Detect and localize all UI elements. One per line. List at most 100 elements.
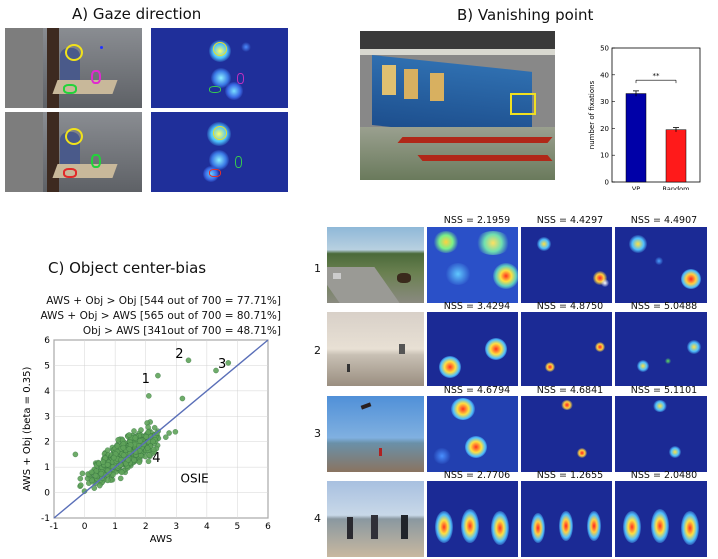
x-tick-label-0: VP	[632, 185, 640, 190]
scene-photo-4	[327, 481, 424, 557]
scatter-point-497	[145, 458, 152, 465]
saliency-map-2-1	[427, 312, 518, 386]
scatter-point-696	[110, 454, 117, 461]
y-tick-label-5: 4	[44, 387, 50, 397]
nss-4-1: NSS = 2.7706	[443, 470, 511, 481]
nss-3-1: NSS = 4.6794	[443, 385, 511, 396]
x-tick-label-7: 6	[265, 522, 271, 532]
scatter-point-619	[115, 437, 121, 443]
scatter-point-685	[137, 438, 143, 444]
scatter-point-698	[100, 459, 106, 465]
saliency-map-3-3	[615, 396, 707, 472]
nss-4-2: NSS = 1.2655	[536, 470, 604, 481]
y-tick-label-2: 1	[44, 463, 50, 473]
identity-line	[53, 339, 269, 519]
fixation-bar-chart: 0 10 20 30 40 50 number of fixations VP Random **	[588, 45, 701, 190]
saliency-map-1-1	[427, 227, 518, 303]
saliency-map-1-2	[521, 227, 612, 303]
scatter-point-629	[150, 438, 156, 445]
nss-2-1: NSS = 3.4294	[443, 301, 511, 312]
bar-random	[665, 129, 687, 183]
scatter-point-587	[88, 469, 95, 475]
x-tick-label-3: 2	[143, 522, 149, 532]
scene-photo-3	[327, 396, 424, 472]
panel-c-title: C) Object center-bias	[48, 259, 207, 277]
gaze-photo-top	[5, 28, 142, 108]
nss-4-3: NSS = 2.0480	[630, 470, 698, 481]
y-axis-label: AWS + Obj (beta = 0.35)	[22, 367, 33, 492]
saliency-map-3-1	[427, 396, 518, 472]
scatter-point-647	[79, 470, 86, 477]
point-label-4: 4	[152, 451, 160, 466]
y-tick-label-4: 40	[600, 71, 609, 79]
gaze-heatmap-top	[151, 28, 288, 108]
panel-b-title: B) Vanishing point	[457, 6, 594, 24]
row-label-3: 3	[314, 427, 321, 440]
saliency-map-2-3	[615, 312, 707, 386]
scatter-point-683	[104, 461, 111, 468]
point-label-2: 2	[175, 347, 183, 362]
scatter-point-705	[179, 395, 186, 402]
object-center-bias-scatter: -1 0 1 2 3 4 5 6 -1 0 1 2 3 4 5 6 AWS AWS + Obj (beta = 0…	[22, 336, 271, 545]
saliency-map-4-2	[521, 481, 612, 557]
x-tick-label-0: -1	[50, 522, 59, 532]
point-label-1: 1	[142, 372, 150, 387]
scatter-point-677	[120, 452, 127, 458]
nss-1-1: NSS = 2.1959	[443, 215, 511, 226]
saliency-map-2-2	[521, 312, 612, 386]
row-label-2: 2	[314, 344, 321, 357]
scatter-point-75	[166, 430, 172, 436]
scatter-point-702	[213, 367, 219, 374]
osie-label: OSIE	[181, 471, 209, 485]
nss-2-2: NSS = 4.8750	[536, 301, 604, 312]
scatter-point-692	[98, 470, 104, 477]
saliency-map-4-1	[427, 481, 518, 557]
y-tick-label-3: 30	[600, 98, 609, 106]
scatter-point-632	[145, 429, 152, 435]
scatter-point-706	[72, 451, 79, 458]
scatter-point-140	[138, 427, 144, 433]
metro-platform-photo	[360, 31, 555, 180]
scatter-point-650	[77, 475, 84, 482]
scatter-point-486	[145, 424, 151, 430]
point-label-3: 3	[218, 357, 226, 372]
gaze-heatmap-bottom	[151, 112, 288, 192]
row-label-1: 1	[314, 262, 321, 275]
scatter-point-637	[131, 428, 137, 434]
saliency-map-3-2	[521, 396, 612, 472]
scatter-point-571	[150, 446, 157, 453]
scatter-point-664	[120, 444, 127, 451]
scatter-point-643	[126, 432, 132, 438]
scatter-point-699	[89, 477, 95, 484]
nss-3-2: NSS = 4.6841	[536, 385, 604, 396]
scatter-point-703	[225, 360, 232, 366]
scatter-point-701	[185, 357, 192, 364]
scatter-point-288	[163, 434, 169, 440]
x-tick-label-4: 3	[173, 522, 179, 532]
y-tick-label-0: -1	[41, 514, 50, 524]
y-tick-label-7: 6	[44, 336, 50, 346]
scatter-point-704	[146, 393, 152, 399]
panel-a-title: A) Gaze direction	[72, 5, 202, 23]
y-tick-label-1: 10	[600, 152, 609, 160]
scatter-point-286	[91, 485, 98, 491]
scatter-point-333	[151, 424, 158, 431]
nss-1-3: NSS = 4.4907	[630, 215, 698, 226]
scatter-point-674	[125, 457, 131, 463]
scene-photo-1	[327, 227, 424, 303]
significance-label: **	[653, 72, 661, 80]
scene-photo-2	[327, 312, 424, 386]
scatter-point-697	[132, 435, 139, 441]
saliency-map-1-3	[615, 227, 707, 303]
scatter-points	[72, 357, 232, 494]
bar-vp	[625, 93, 647, 183]
y-axis-label: number of fixations	[588, 80, 596, 149]
scatter-point-658	[172, 429, 179, 435]
scatter-point-690	[117, 475, 124, 482]
nss-2-3: NSS = 5.0488	[630, 301, 698, 312]
scatter-point-700	[155, 372, 161, 379]
scatter-point-687	[144, 445, 151, 451]
y-tick-label-3: 2	[44, 438, 50, 448]
stat-line-1: AWS + Obj > Obj [544 out of 700 = 77.71%…	[46, 295, 281, 307]
stat-line-2: AWS + Obj > AWS [565 out of 700 = 80.71%…	[40, 310, 281, 322]
